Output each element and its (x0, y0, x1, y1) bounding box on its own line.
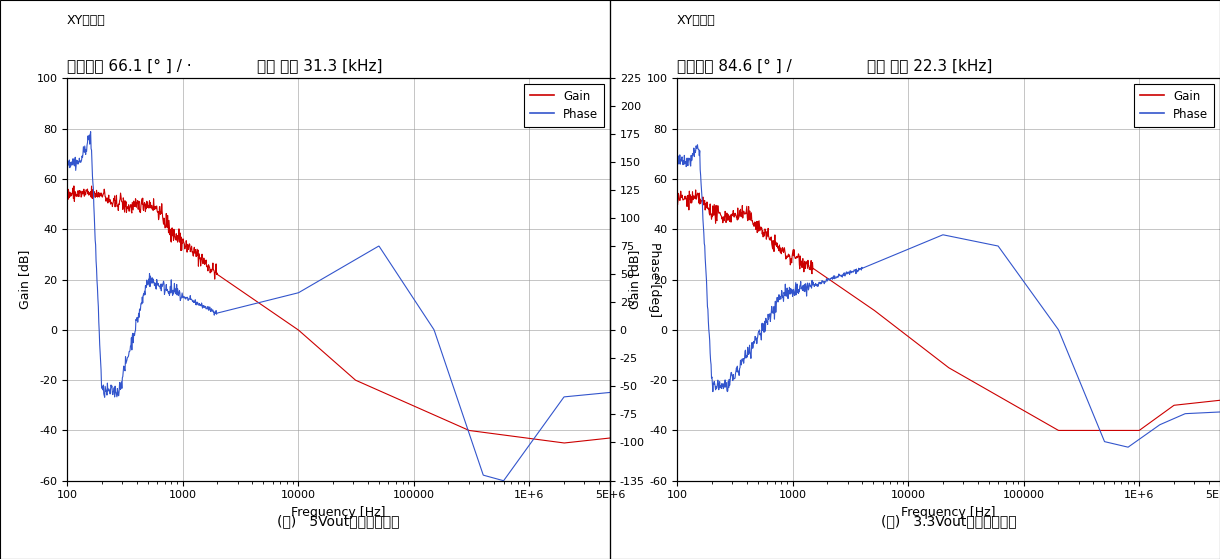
Text: 相位裕量 84.6 [° ] /: 相位裕量 84.6 [° ] / (677, 58, 792, 73)
Legend: Gain, Phase: Gain, Phase (525, 84, 604, 127)
Text: 跳頻 頻率 31.3 [kHz]: 跳頻 頻率 31.3 [kHz] (257, 58, 383, 73)
Text: XYグラフ: XYグラフ (67, 14, 106, 27)
Y-axis label: Gain [dB]: Gain [dB] (628, 250, 641, 309)
Text: (Ｂ)   3.3Vout相位裕量特性: (Ｂ) 3.3Vout相位裕量特性 (881, 514, 1016, 528)
Y-axis label: Phase [deg]: Phase [deg] (648, 242, 661, 317)
Text: (Ａ)   5Vout相位裕量特性: (Ａ) 5Vout相位裕量特性 (277, 514, 400, 528)
Legend: Gain, Phase: Gain, Phase (1135, 84, 1214, 127)
Text: XYグラフ: XYグラフ (677, 14, 716, 27)
X-axis label: Frequency [Hz]: Frequency [Hz] (902, 506, 996, 519)
Text: 相位裕量 66.1 [° ] / ·: 相位裕量 66.1 [° ] / · (67, 58, 192, 73)
Y-axis label: Gain [dB]: Gain [dB] (18, 250, 31, 309)
X-axis label: Frequency [Hz]: Frequency [Hz] (292, 506, 386, 519)
Text: 跳頻 頻率 22.3 [kHz]: 跳頻 頻率 22.3 [kHz] (867, 58, 993, 73)
